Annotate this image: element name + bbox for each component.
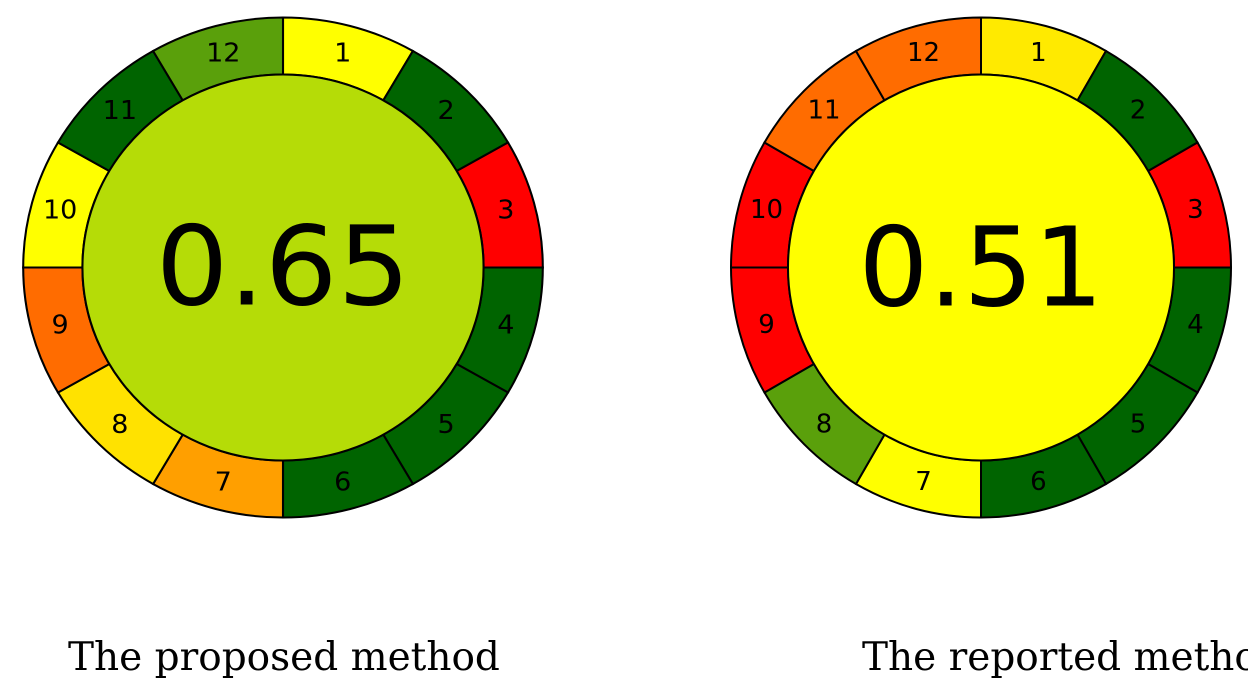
reported-method-caption: The reported method [862, 635, 1248, 680]
segment-label-8: 8 [816, 409, 833, 439]
score-value: 0.65 [156, 204, 410, 331]
segment-label-8: 8 [111, 409, 128, 439]
proposed-method-caption: The proposed method [68, 635, 500, 680]
segment-label-12: 12 [206, 38, 240, 68]
segment-label-1: 1 [1030, 38, 1047, 68]
score-disc [787, 73, 1175, 462]
segment-label-7: 7 [215, 467, 232, 497]
segment-label-2: 2 [1130, 96, 1147, 126]
score-value: 0.51 [859, 204, 1104, 332]
segment-label-9: 9 [52, 310, 69, 340]
segment-label-6: 6 [334, 467, 351, 497]
segment-label-4: 4 [497, 310, 514, 340]
segment-label-2: 2 [438, 95, 455, 125]
segment-label-11: 11 [103, 95, 137, 125]
segment-label-6: 6 [1030, 467, 1047, 497]
score-disc [81, 73, 485, 462]
segment-label-3: 3 [497, 195, 514, 225]
segment-label-3: 3 [1187, 195, 1204, 225]
segment-label-4: 4 [1187, 310, 1204, 340]
segment-label-10: 10 [43, 195, 77, 225]
segment-label-11: 11 [807, 96, 840, 126]
segment-label-5: 5 [1130, 409, 1147, 439]
segment-label-12: 12 [907, 38, 940, 68]
segment-label-10: 10 [750, 195, 783, 225]
segment-label-7: 7 [915, 467, 932, 497]
segment-label-9: 9 [758, 310, 775, 340]
segment-label-5: 5 [438, 409, 455, 439]
segment-label-1: 1 [334, 38, 351, 68]
